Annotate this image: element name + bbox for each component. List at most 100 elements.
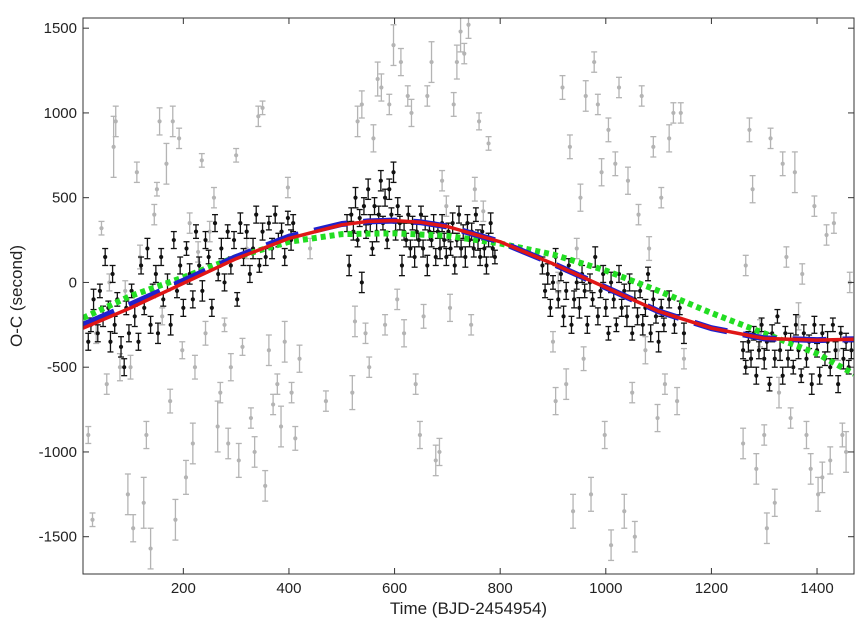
data-marker: [160, 314, 165, 319]
data-marker: [801, 331, 806, 336]
data-marker: [99, 226, 104, 231]
data-marker: [382, 322, 388, 327]
data-point: [447, 293, 454, 323]
data-point: [647, 324, 654, 343]
data-point: [584, 315, 591, 334]
data-point: [96, 283, 103, 299]
data-point: [121, 358, 128, 377]
data-point: [571, 290, 578, 309]
data-point: [432, 247, 439, 267]
data-point: [621, 493, 628, 529]
data-point: [577, 183, 584, 212]
data-point: [436, 437, 443, 467]
data-marker: [228, 365, 233, 370]
data-marker: [780, 373, 785, 378]
data-marker: [307, 246, 313, 251]
data-point: [457, 18, 464, 53]
data-marker: [164, 161, 169, 166]
data-point: [432, 444, 439, 477]
data-marker: [651, 297, 656, 302]
data-point: [360, 197, 367, 216]
data-point: [487, 212, 494, 234]
data-marker: [145, 246, 150, 251]
data-point: [470, 239, 477, 258]
data-marker: [667, 297, 672, 302]
data-point: [366, 356, 373, 379]
data-marker: [260, 229, 265, 234]
data-marker: [275, 382, 280, 387]
data-marker: [614, 322, 619, 327]
data-marker: [444, 254, 449, 260]
data-marker: [454, 59, 459, 65]
data-marker: [433, 458, 438, 463]
data-point: [755, 341, 762, 360]
data-marker: [222, 322, 227, 327]
series-0: [85, 18, 853, 570]
data-marker: [451, 102, 456, 107]
data-marker: [218, 390, 223, 395]
data-marker: [425, 93, 430, 99]
data-marker: [756, 348, 762, 353]
data-marker: [585, 322, 590, 327]
data-marker: [282, 339, 287, 344]
data-marker: [142, 305, 147, 310]
data-marker: [173, 517, 178, 522]
data-point: [362, 322, 369, 345]
data-point: [798, 368, 805, 384]
data-marker: [476, 119, 482, 124]
data-point: [89, 512, 96, 528]
data-marker: [648, 331, 653, 336]
data-marker: [420, 246, 426, 251]
data-point: [779, 366, 786, 385]
data-marker: [236, 458, 241, 463]
data-marker: [572, 297, 577, 302]
data-marker: [667, 136, 672, 141]
data-marker: [363, 331, 368, 336]
data-point: [555, 290, 562, 309]
data-point: [358, 271, 365, 294]
data-point: [654, 403, 661, 433]
data-point: [568, 315, 575, 334]
y-tick-label: 500: [52, 190, 77, 207]
x-tick-label: 1000: [589, 580, 622, 597]
data-point: [296, 344, 303, 373]
data-marker: [159, 254, 164, 260]
data-marker: [598, 288, 603, 294]
data-point: [398, 254, 405, 277]
data-marker: [153, 271, 158, 277]
data-marker: [741, 441, 746, 446]
data-marker: [824, 232, 829, 238]
data-point: [588, 476, 595, 512]
data-point: [346, 254, 353, 277]
data-point: [404, 85, 411, 107]
data-marker: [804, 432, 809, 438]
data-point: [774, 308, 781, 324]
data-marker: [222, 280, 227, 285]
data-point: [816, 366, 823, 385]
data-marker: [409, 110, 414, 116]
data-point: [605, 325, 612, 341]
data-marker: [240, 344, 245, 349]
data-point: [112, 105, 119, 138]
data-point: [776, 376, 783, 409]
data-marker: [588, 492, 594, 497]
data-marker: [266, 221, 271, 226]
data-marker: [279, 229, 284, 234]
data-point: [635, 203, 642, 226]
data-marker: [209, 305, 214, 310]
data-marker: [437, 246, 443, 251]
data-point: [829, 317, 836, 333]
data-marker: [838, 331, 843, 336]
data-point: [278, 405, 285, 448]
data-marker: [747, 127, 752, 132]
fit-curve-solid: [83, 218, 854, 342]
data-marker: [488, 221, 493, 226]
data-point: [198, 152, 205, 168]
data-marker: [355, 237, 360, 243]
data-marker: [183, 475, 189, 480]
data-marker: [170, 119, 175, 124]
data-marker: [830, 322, 835, 327]
data-marker: [370, 246, 375, 251]
data-marker: [447, 305, 453, 310]
